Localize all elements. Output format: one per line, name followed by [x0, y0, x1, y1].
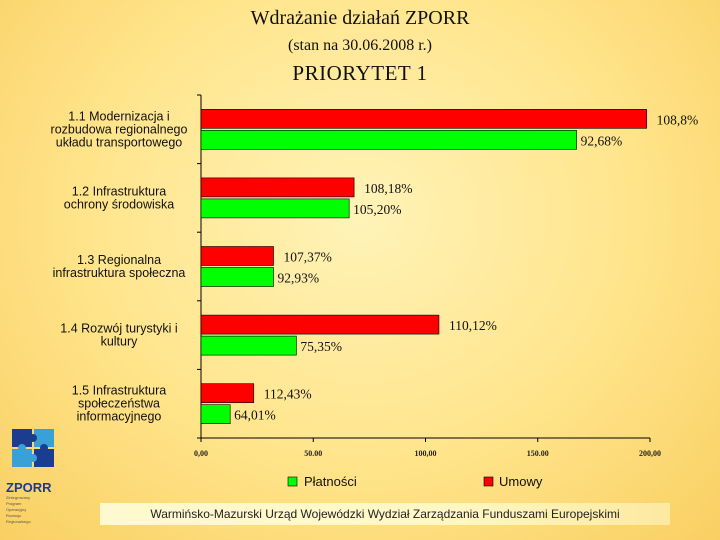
x-tick-label: 150.00 — [527, 449, 549, 458]
data-label-umowy: 108,18% — [364, 181, 412, 196]
bar-platnosci — [200, 267, 274, 287]
bar-umowy — [200, 177, 355, 198]
data-label-umowy: 107,37% — [284, 250, 332, 265]
x-tick-label: 0,00 — [194, 449, 208, 458]
title-block: Wdrażanie działań ZPORR (stan na 30.06.2… — [0, 6, 720, 86]
logo-line: Zintegrowany — [6, 495, 31, 500]
bar-platnosci — [200, 335, 297, 356]
logo-line: Program — [6, 501, 22, 506]
footer-institution: Warmińsko-Mazurski Urząd Wojewódzki Wydz… — [100, 503, 670, 525]
logo-line: Rozwoju — [6, 513, 22, 518]
category-label-line: układu transportowego — [56, 135, 183, 149]
data-label-platnosci: 92,93% — [278, 271, 320, 286]
bar-umowy — [200, 109, 647, 129]
category-label-line: społeczeństwa — [78, 397, 160, 411]
legend-swatch-umowy — [483, 476, 494, 487]
category-label-line: 1.1 Modernizacja i — [68, 109, 169, 123]
x-tick-label: 200,00 — [639, 449, 661, 458]
category-label: 1.3 Regionalna infrastruktura społeczna — [53, 253, 186, 280]
category-label-line: informacyjnego — [77, 410, 162, 424]
category-label-line: 1.4 Rozwój turystyki i — [60, 322, 177, 336]
category-label: 1.4 Rozwój turystyki i kultury — [60, 322, 177, 349]
data-label-platnosci: 75,35% — [300, 339, 342, 354]
bar-platnosci — [200, 404, 231, 425]
legend-label-umowy: Umowy — [499, 474, 543, 489]
legend-label-platnosci: Płatności — [304, 474, 357, 489]
category-label: 1.1 Modernizacja i rozbudowa regionalnego… — [51, 109, 188, 149]
logo-line: Operacyjny — [6, 507, 27, 512]
x-tick-label: 100,00 — [415, 449, 437, 458]
logo-text-lines: Zintegrowany Program Operacyjny Rozwoju … — [6, 495, 66, 525]
category-label-line: 1.3 Regionalna — [77, 253, 161, 267]
bar-platnosci — [200, 130, 577, 150]
category-label: 1.2 Infrastruktura ochrony środowiska — [64, 184, 175, 211]
category-label: 1.5 Infrastruktura społeczeństwa informacy… — [72, 384, 167, 424]
x-tick-label: 50.00 — [304, 449, 322, 458]
data-label-umowy: 108,8% — [657, 112, 699, 127]
zporr-logo: ZPORR Zintegrowany Program Operacyjny Ro… — [6, 425, 66, 525]
chart-title: Wdrażanie działań ZPORR — [250, 7, 470, 29]
bar-umowy — [200, 246, 274, 266]
chart-heading: PRIORYTET 1 — [292, 61, 428, 85]
category-label-line: 1.2 Infrastruktura — [72, 184, 167, 198]
chart-subtitle: (stan na 30.06.2008 r.) — [288, 37, 432, 54]
bar-chart: 0,00 50.00 100,00 150.00 200,00 108,8% 92,68% 1… — [51, 94, 699, 489]
bar-umowy — [200, 383, 255, 404]
logo-line: Regionalnego — [6, 519, 31, 524]
category-label-line: ochrony środowiska — [64, 197, 175, 211]
data-label-platnosci: 105,20% — [353, 202, 401, 217]
bar-umowy — [200, 314, 440, 335]
legend-swatch-platnosci — [287, 476, 298, 487]
data-label-umowy: 112,43% — [264, 387, 312, 402]
data-label-umowy: 110,12% — [449, 318, 497, 333]
data-label-platnosci: 64,01% — [234, 408, 276, 423]
logo-word: ZPORR — [6, 480, 52, 495]
data-label-platnosci: 92,68% — [581, 133, 623, 148]
bar-platnosci — [200, 198, 350, 219]
category-label-line: infrastruktura społeczna — [53, 266, 186, 280]
category-label-line: 1.5 Infrastruktura — [72, 384, 167, 398]
category-label-line: rozbudowa regionalnego — [51, 122, 188, 136]
puzzle-logo-icon — [12, 429, 54, 467]
category-label-line: kultury — [101, 335, 139, 349]
